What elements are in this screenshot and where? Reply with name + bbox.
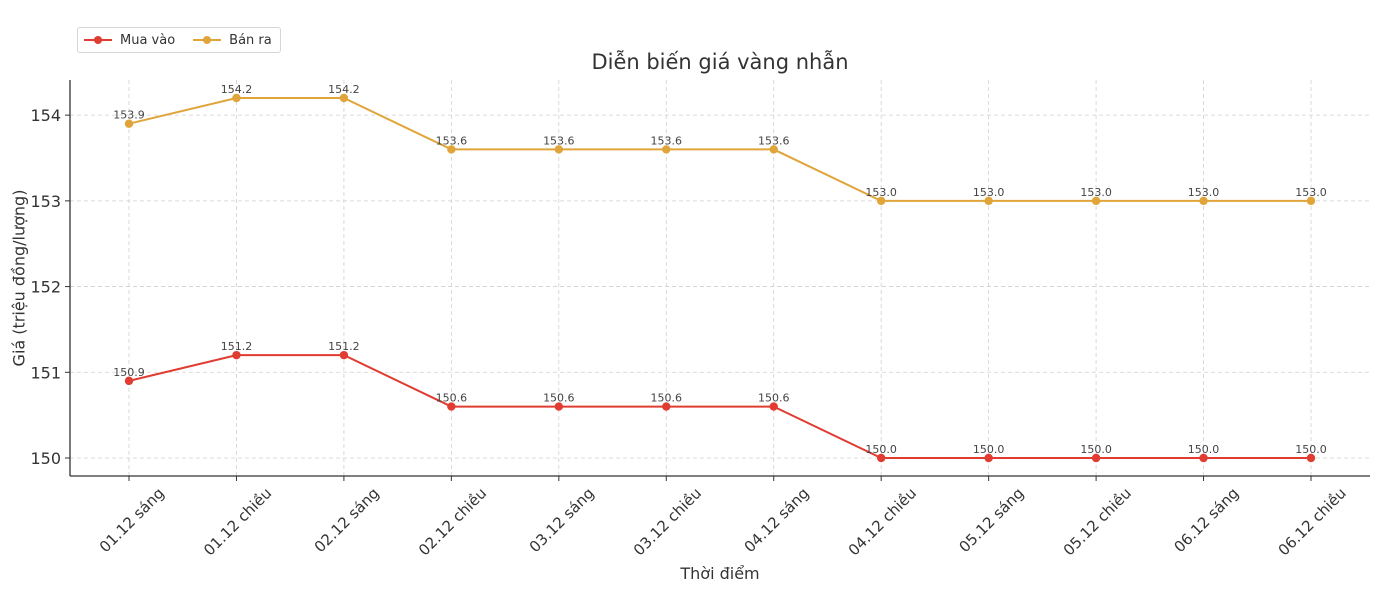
data-label: 153.9 — [113, 109, 145, 122]
data-point-marker — [662, 402, 671, 411]
legend-dot — [203, 36, 212, 44]
x-tick-label: 04.12 chiều — [845, 484, 920, 559]
legend-label: Bán ra — [229, 32, 272, 48]
data-point-marker — [232, 350, 241, 360]
data-label: 150.6 — [758, 392, 790, 405]
legend-item-ban-ra: Bán ra — [193, 33, 272, 48]
data-label: 154.2 — [221, 83, 253, 96]
data-label: 153.6 — [651, 134, 683, 147]
data-point-marker — [1091, 453, 1101, 463]
x-tick-label: 03.12 sáng — [526, 484, 598, 556]
series-line — [128, 97, 1311, 202]
x-tick-label: 02.12 sáng — [311, 484, 383, 556]
legend-marker-icon — [84, 35, 112, 45]
data-point-marker — [662, 145, 671, 154]
data-point-marker — [124, 119, 134, 128]
legend-item-mua-vao: Mua vào — [84, 33, 175, 48]
data-label: 154.2 — [328, 83, 360, 96]
data-label: 153.0 — [1080, 186, 1112, 199]
x-tick-label: 06.12 chiều — [1275, 484, 1350, 559]
data-point-marker — [876, 453, 886, 463]
data-label: 150.0 — [865, 443, 897, 456]
x-tick-label: 02.12 chiều — [415, 484, 490, 559]
data-point-marker — [769, 402, 778, 411]
data-label: 150.0 — [1188, 443, 1220, 456]
data-point-marker — [447, 145, 456, 154]
data-point-marker — [769, 145, 778, 154]
data-label: 153.0 — [973, 186, 1005, 199]
data-point-marker — [232, 93, 241, 103]
data-label: 150.0 — [1295, 443, 1327, 456]
data-point-marker — [984, 196, 993, 206]
data-point-marker — [554, 402, 564, 411]
data-label: 151.2 — [328, 340, 360, 353]
y-axis-label: Giá (triệu đồng/lượng) — [9, 189, 29, 367]
data-point-marker — [1199, 196, 1208, 206]
y-tick-label: 153 — [30, 192, 61, 211]
data-point-marker — [339, 350, 349, 360]
data-label: 153.0 — [1295, 186, 1327, 199]
data-point-marker — [1306, 196, 1316, 206]
data-point-marker — [447, 402, 456, 411]
data-label: 151.2 — [221, 340, 253, 353]
data-label: 153.6 — [543, 134, 575, 147]
data-label: 150.0 — [973, 443, 1005, 456]
data-label: 153.6 — [758, 134, 790, 147]
legend: Mua vào Bán ra — [77, 27, 281, 53]
series-line — [128, 354, 1311, 459]
data-point-marker — [1091, 196, 1101, 206]
y-tick-label: 152 — [30, 278, 61, 297]
data-label: 150.0 — [1080, 443, 1112, 456]
x-tick-label: 05.12 chiều — [1060, 484, 1135, 559]
y-tick-label: 150 — [30, 449, 61, 468]
y-tick-label: 154 — [30, 106, 61, 125]
data-point-marker — [984, 453, 993, 463]
data-label: 150.9 — [113, 366, 145, 379]
data-label: 153.6 — [436, 134, 468, 147]
data-point-marker — [554, 145, 564, 154]
data-point-marker — [1306, 453, 1316, 463]
x-tick-label: 04.12 sáng — [741, 484, 813, 556]
data-point-marker — [876, 196, 886, 206]
x-tick-label: 01.12 chiều — [200, 484, 275, 559]
legend-dot — [94, 36, 102, 44]
x-tick-label: 03.12 chiều — [630, 484, 705, 559]
chart-title: Diễn biến giá vàng nhẫn — [591, 50, 849, 74]
y-tick-label: 151 — [30, 363, 61, 382]
data-point-marker — [1199, 453, 1208, 463]
data-point-marker — [124, 376, 134, 386]
data-point-marker — [339, 93, 349, 103]
x-tick-label: 05.12 sáng — [956, 484, 1028, 556]
data-label: 150.6 — [436, 392, 468, 405]
data-label: 150.6 — [543, 392, 575, 405]
x-axis-label: Thời điểm — [680, 564, 760, 583]
x-tick-label: 01.12 sáng — [96, 484, 168, 556]
legend-label: Mua vào — [120, 32, 176, 48]
data-label: 153.0 — [1188, 186, 1220, 199]
x-tick-label: 06.12 sáng — [1170, 484, 1242, 556]
data-label: 150.6 — [651, 392, 683, 405]
legend-marker-icon — [193, 35, 222, 45]
data-label: 153.0 — [865, 186, 897, 199]
